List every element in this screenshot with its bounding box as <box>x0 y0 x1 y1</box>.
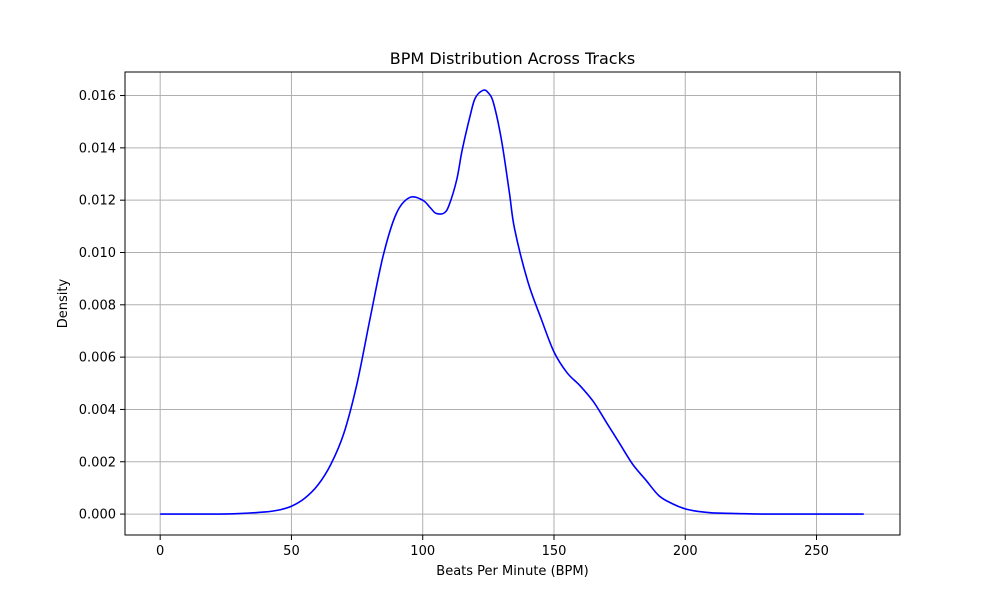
x-tick-label: 0 <box>156 544 164 559</box>
y-tick-label: 0.000 <box>79 508 116 523</box>
y-axis-label: Density <box>56 278 71 328</box>
y-tick-label: 0.006 <box>79 351 116 366</box>
x-axis: 0 50 100 150 200 250 <box>156 535 829 559</box>
y-tick-label: 0.004 <box>79 403 116 418</box>
y-tick-label: 0.002 <box>79 455 116 470</box>
x-axis-label: Beats Per Minute (BPM) <box>436 564 588 579</box>
x-tick-label: 250 <box>804 544 829 559</box>
y-tick-label: 0.008 <box>79 298 116 313</box>
grid <box>125 72 900 535</box>
y-axis: 0.000 0.002 0.004 0.006 0.008 0.010 0.012 0.014… <box>79 89 125 523</box>
x-tick-label: 50 <box>283 544 300 559</box>
density-curve <box>160 89 864 515</box>
series-layer <box>160 89 864 515</box>
x-tick-label: 150 <box>542 544 567 559</box>
y-tick-label: 0.016 <box>79 89 116 104</box>
y-tick-label: 0.014 <box>79 141 116 156</box>
y-tick-label: 0.010 <box>79 246 116 261</box>
plot-frame <box>124 71 901 536</box>
x-tick-label: 200 <box>673 544 698 559</box>
x-tick-label: 100 <box>410 544 435 559</box>
chart-title: BPM Distribution Across Tracks <box>390 49 635 68</box>
y-tick-label: 0.012 <box>79 194 116 209</box>
